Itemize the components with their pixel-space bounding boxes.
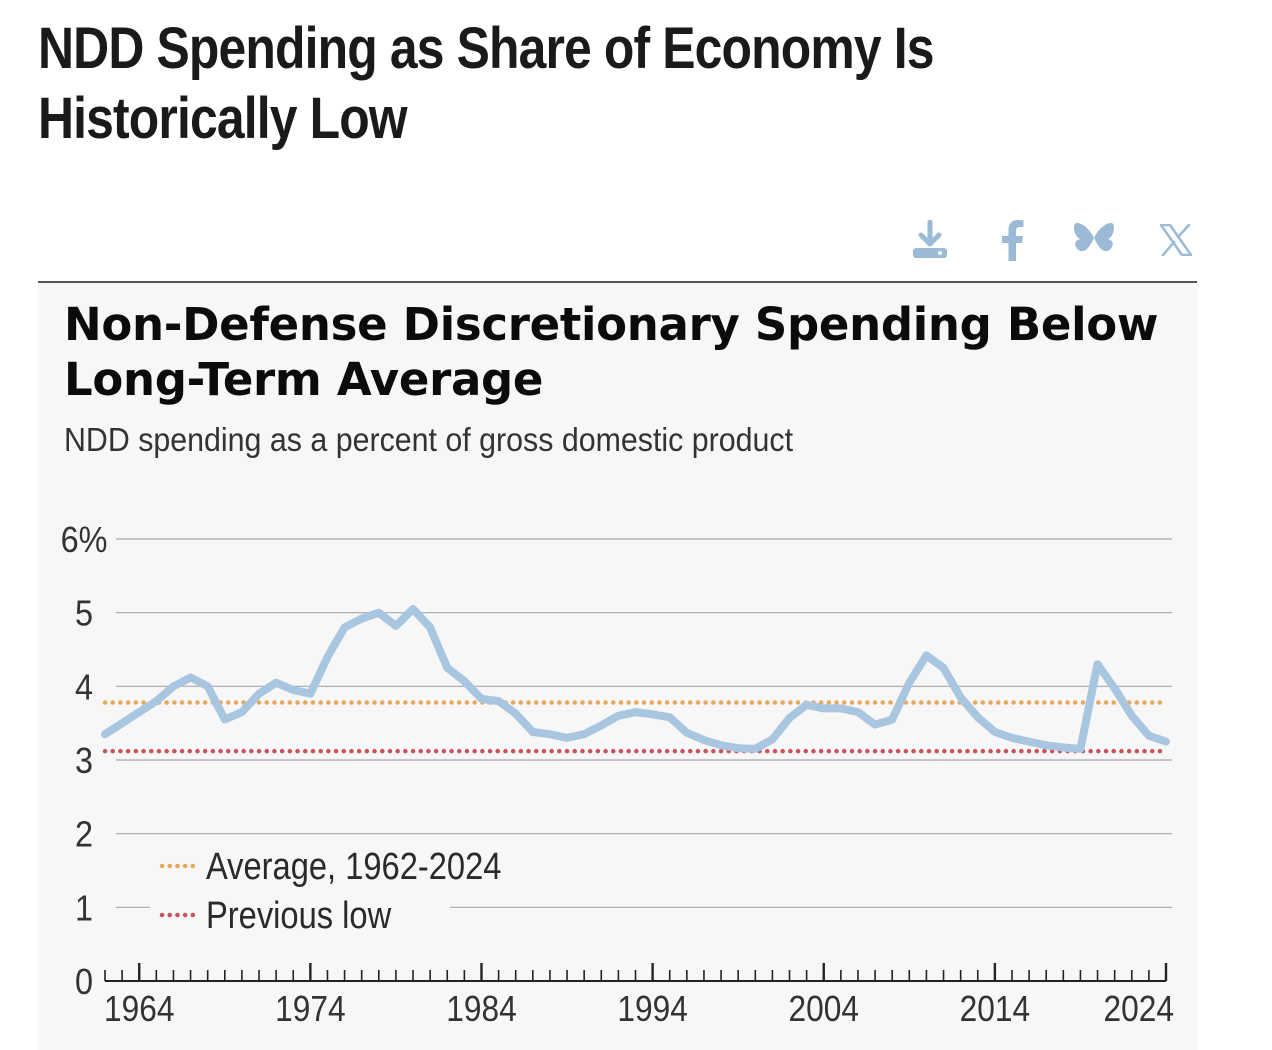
facebook-icon[interactable]	[992, 218, 1032, 262]
line-chart: 0 1 2 3 4 5 6% 1964 1974 1984 1994 2004 2014 2024 Aver…	[61, 520, 1174, 1029]
chart-title: Non-Defense Discretionary Spending Below…	[64, 298, 1159, 406]
chart-card: Non-Defense Discretionary Spending Below…	[38, 283, 1197, 1050]
page-heading: NDD Spending as Share of Economy Is Hist…	[38, 16, 934, 151]
y-tick-label: 5	[75, 594, 93, 634]
ndd-spending-line	[101, 605, 1170, 753]
divider-rule	[38, 281, 1197, 283]
share-bar	[910, 218, 1196, 262]
y-tick-label: 1	[75, 889, 93, 929]
bluesky-icon-graphic	[1074, 222, 1114, 252]
y-tick-label: 4	[75, 668, 93, 708]
download-icon-graphic	[913, 220, 947, 258]
x-tick-label: 1974	[275, 989, 345, 1029]
legend-box	[150, 835, 450, 943]
download-icon[interactable]	[910, 218, 950, 262]
chart-subtitle: NDD spending as a percent of gross domes…	[64, 421, 794, 458]
legend-previous-low-label: Previous low	[206, 894, 392, 937]
bluesky-icon[interactable]	[1074, 218, 1114, 262]
y-tick-label: 0	[75, 962, 93, 1002]
x-tick-label: 1984	[446, 989, 516, 1029]
x-tick-label: 1964	[104, 989, 174, 1029]
x-tick-label: 2024	[1104, 989, 1174, 1029]
x-tick-label: 1994	[617, 989, 687, 1029]
x-icon[interactable]	[1156, 218, 1196, 262]
facebook-icon-graphic	[1002, 220, 1024, 261]
y-tick-label: 6%	[61, 520, 108, 560]
x-icon-graphic	[1159, 224, 1193, 256]
y-tick-label: 3	[75, 741, 93, 781]
x-tick-label: 2014	[960, 989, 1030, 1029]
legend-average-label: Average, 1962-2024	[206, 845, 501, 888]
x-tick-label: 2004	[789, 989, 859, 1029]
y-tick-label: 2	[75, 815, 93, 855]
